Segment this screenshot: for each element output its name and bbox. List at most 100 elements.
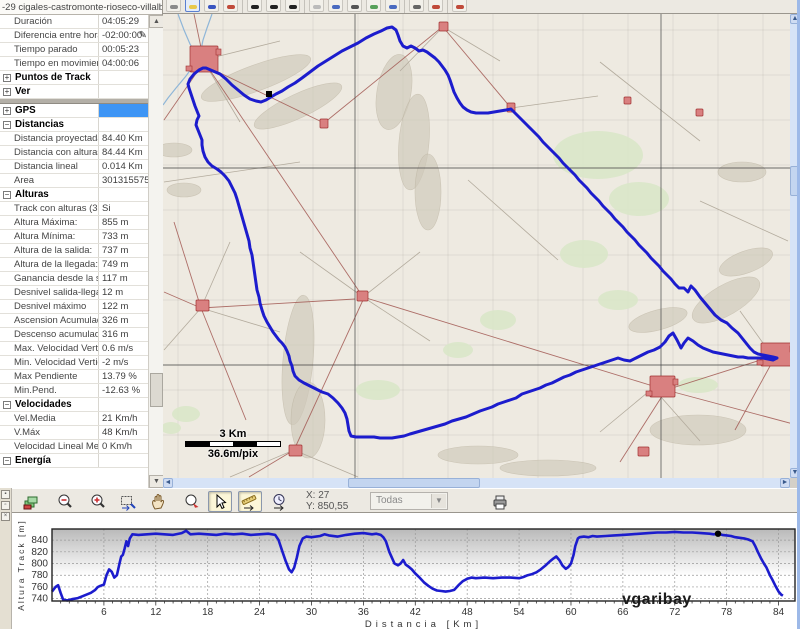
group-row[interactable]: Alturas − [0, 188, 148, 202]
dock-minimize-icon[interactable]: ▫ [1, 501, 10, 510]
property-value: 13.79 % [102, 371, 137, 382]
property-row[interactable]: Max Pendiente 13.79 % [0, 370, 148, 384]
track-edit-icon[interactable] [266, 0, 281, 12]
selected-cell[interactable] [99, 104, 148, 117]
property-row[interactable]: Min.Pend. -12.63 % [0, 384, 148, 398]
track-draw-icon[interactable] [247, 0, 262, 12]
property-row[interactable]: Max. Velocidad Vertic 0.6 m/s [0, 342, 148, 356]
group-row[interactable]: Energía − [0, 454, 148, 468]
property-row[interactable]: Distancia proyectada 84.40 Km [0, 132, 148, 146]
collapse-icon[interactable]: − [3, 456, 11, 465]
group-row[interactable]: Velocidades − [0, 398, 148, 412]
window-icon[interactable] [385, 0, 400, 12]
property-row[interactable]: Velocidad Lineal Med 0 Km/h [0, 440, 148, 454]
position-marker[interactable] [266, 91, 272, 97]
property-row[interactable]: Diferencia entre hora -02:00:00 ✎ [0, 29, 148, 43]
property-row[interactable]: Track con alturas (3D Si [0, 202, 148, 216]
property-row[interactable]: Duración 04:05:29 [0, 15, 148, 29]
group-row[interactable]: Distancias − [0, 118, 148, 132]
property-row[interactable]: Descenso acumulado 316 m [0, 328, 148, 342]
scrollbar-thumb[interactable] [348, 478, 480, 488]
property-value: 0.6 m/s [102, 343, 134, 354]
property-row[interactable]: Ganancia desde la sa 117 m [0, 272, 148, 286]
map-vertical-scrollbar[interactable]: ▲ ▼ [790, 14, 799, 478]
print-button[interactable] [488, 491, 512, 512]
x-tick-label: 36 [358, 607, 370, 618]
zoom-in-button[interactable] [86, 491, 110, 512]
town-marker [637, 446, 650, 457]
zoom-selection-button[interactable] [116, 491, 140, 512]
property-value: 122 m [102, 301, 129, 312]
zoom-out-button[interactable] [53, 491, 77, 512]
dock-restore-icon[interactable]: ▪ [1, 490, 10, 499]
route-icon[interactable] [204, 0, 219, 12]
expand-icon[interactable]: + [3, 73, 11, 82]
measure-button[interactable] [238, 491, 262, 512]
maps-button[interactable] [20, 491, 44, 512]
collapse-icon[interactable]: − [3, 400, 11, 409]
pencil-icon[interactable]: ✎ [138, 30, 147, 41]
panel-scrollbar-thumb[interactable] [150, 373, 163, 407]
collapse-icon[interactable]: − [3, 120, 11, 129]
moving-zoom-button[interactable] [180, 491, 204, 512]
property-row[interactable]: Tiempo en movimient 04:00:06 [0, 57, 148, 71]
property-row[interactable]: V.Máx 48 Km/h [0, 426, 148, 440]
flag-icon[interactable] [223, 0, 238, 12]
scroll-down-icon[interactable]: ▼ [149, 475, 164, 488]
expand-icon[interactable]: + [3, 106, 11, 115]
property-row[interactable]: Altura Mínima: 733 m [0, 230, 148, 244]
pencil-icon[interactable] [166, 0, 181, 12]
property-row[interactable]: Desnivel máximo 122 m [0, 300, 148, 314]
profile-position-marker[interactable] [714, 530, 722, 537]
scroll-right-icon[interactable]: ► [780, 478, 790, 488]
property-row[interactable]: Tiempo parado 00:05:23 [0, 43, 148, 57]
property-row[interactable]: Altura de la salida: 737 m [0, 244, 148, 258]
scrollbar-thumb[interactable] [790, 166, 797, 196]
select-button[interactable] [208, 491, 232, 512]
property-row[interactable]: Ascension Acumulad 326 m [0, 314, 148, 328]
time-button[interactable] [268, 491, 292, 512]
map-icon[interactable] [366, 0, 381, 12]
panel-scrollbar[interactable]: ▲ ▼ [148, 15, 164, 488]
expand-icon[interactable]: + [3, 87, 11, 96]
page-icon[interactable] [309, 0, 324, 12]
track-filter-dropdown[interactable]: Todas ▼ [370, 492, 448, 510]
scroll-up-icon[interactable]: ▲ [149, 15, 164, 28]
property-value [99, 104, 148, 117]
property-row[interactable]: Area 301315575. [0, 174, 148, 188]
map-horizontal-scrollbar[interactable]: ◄ ► [163, 478, 790, 488]
collapse-icon[interactable]: − [3, 190, 11, 199]
y-tick-label: 800 [31, 559, 48, 570]
track-title[interactable]: -29 cigales-castromonte-rioseco-villalba… [0, 0, 162, 15]
pan-button[interactable] [146, 491, 170, 512]
dropdown-arrow-icon[interactable] [347, 0, 362, 12]
printer-icon [493, 495, 507, 510]
gps-track[interactable] [186, 25, 779, 440]
property-row[interactable]: Vel.Media 21 Km/h [0, 412, 148, 426]
property-value [99, 454, 148, 467]
scroll-down-icon[interactable]: ▼ [790, 468, 799, 478]
group-row[interactable]: Ver + [0, 85, 148, 99]
grid-highlight-icon[interactable] [428, 0, 443, 12]
grid-icon[interactable] [409, 0, 424, 12]
property-row[interactable]: Altura de la llegada: 749 m [0, 258, 148, 272]
chevron-down-icon[interactable]: ▼ [431, 494, 446, 508]
elevation-profile-panel[interactable]: 740 760 780 800 820 840 6 12 18 24 30 36 42 48 54 60 66 7… [12, 513, 800, 629]
map-canvas[interactable] [163, 14, 790, 478]
dock-close-icon[interactable]: × [1, 512, 10, 521]
group-row[interactable]: Puntos de Track + [0, 71, 148, 85]
select-track-icon[interactable] [452, 0, 467, 12]
scroll-left-icon[interactable]: ◄ [163, 478, 173, 488]
track-join-icon[interactable] [285, 0, 300, 12]
property-row[interactable]: Altura Máxima: 855 m [0, 216, 148, 230]
property-row[interactable]: Min. Velocidad Vertic -2 m/s [0, 356, 148, 370]
scroll-up-icon[interactable]: ▲ [790, 14, 799, 24]
group-row[interactable]: GPS + [0, 104, 148, 118]
scale-icon[interactable] [328, 0, 343, 12]
property-row[interactable]: Desnivel salida-llegad 12 m [0, 286, 148, 300]
note-icon[interactable] [185, 0, 200, 12]
property-row[interactable]: Distancia con alturas 84.44 Km [0, 146, 148, 160]
property-row[interactable]: Distancia lineal 0.014 Km [0, 160, 148, 174]
property-label: Tiempo parado [0, 43, 99, 56]
